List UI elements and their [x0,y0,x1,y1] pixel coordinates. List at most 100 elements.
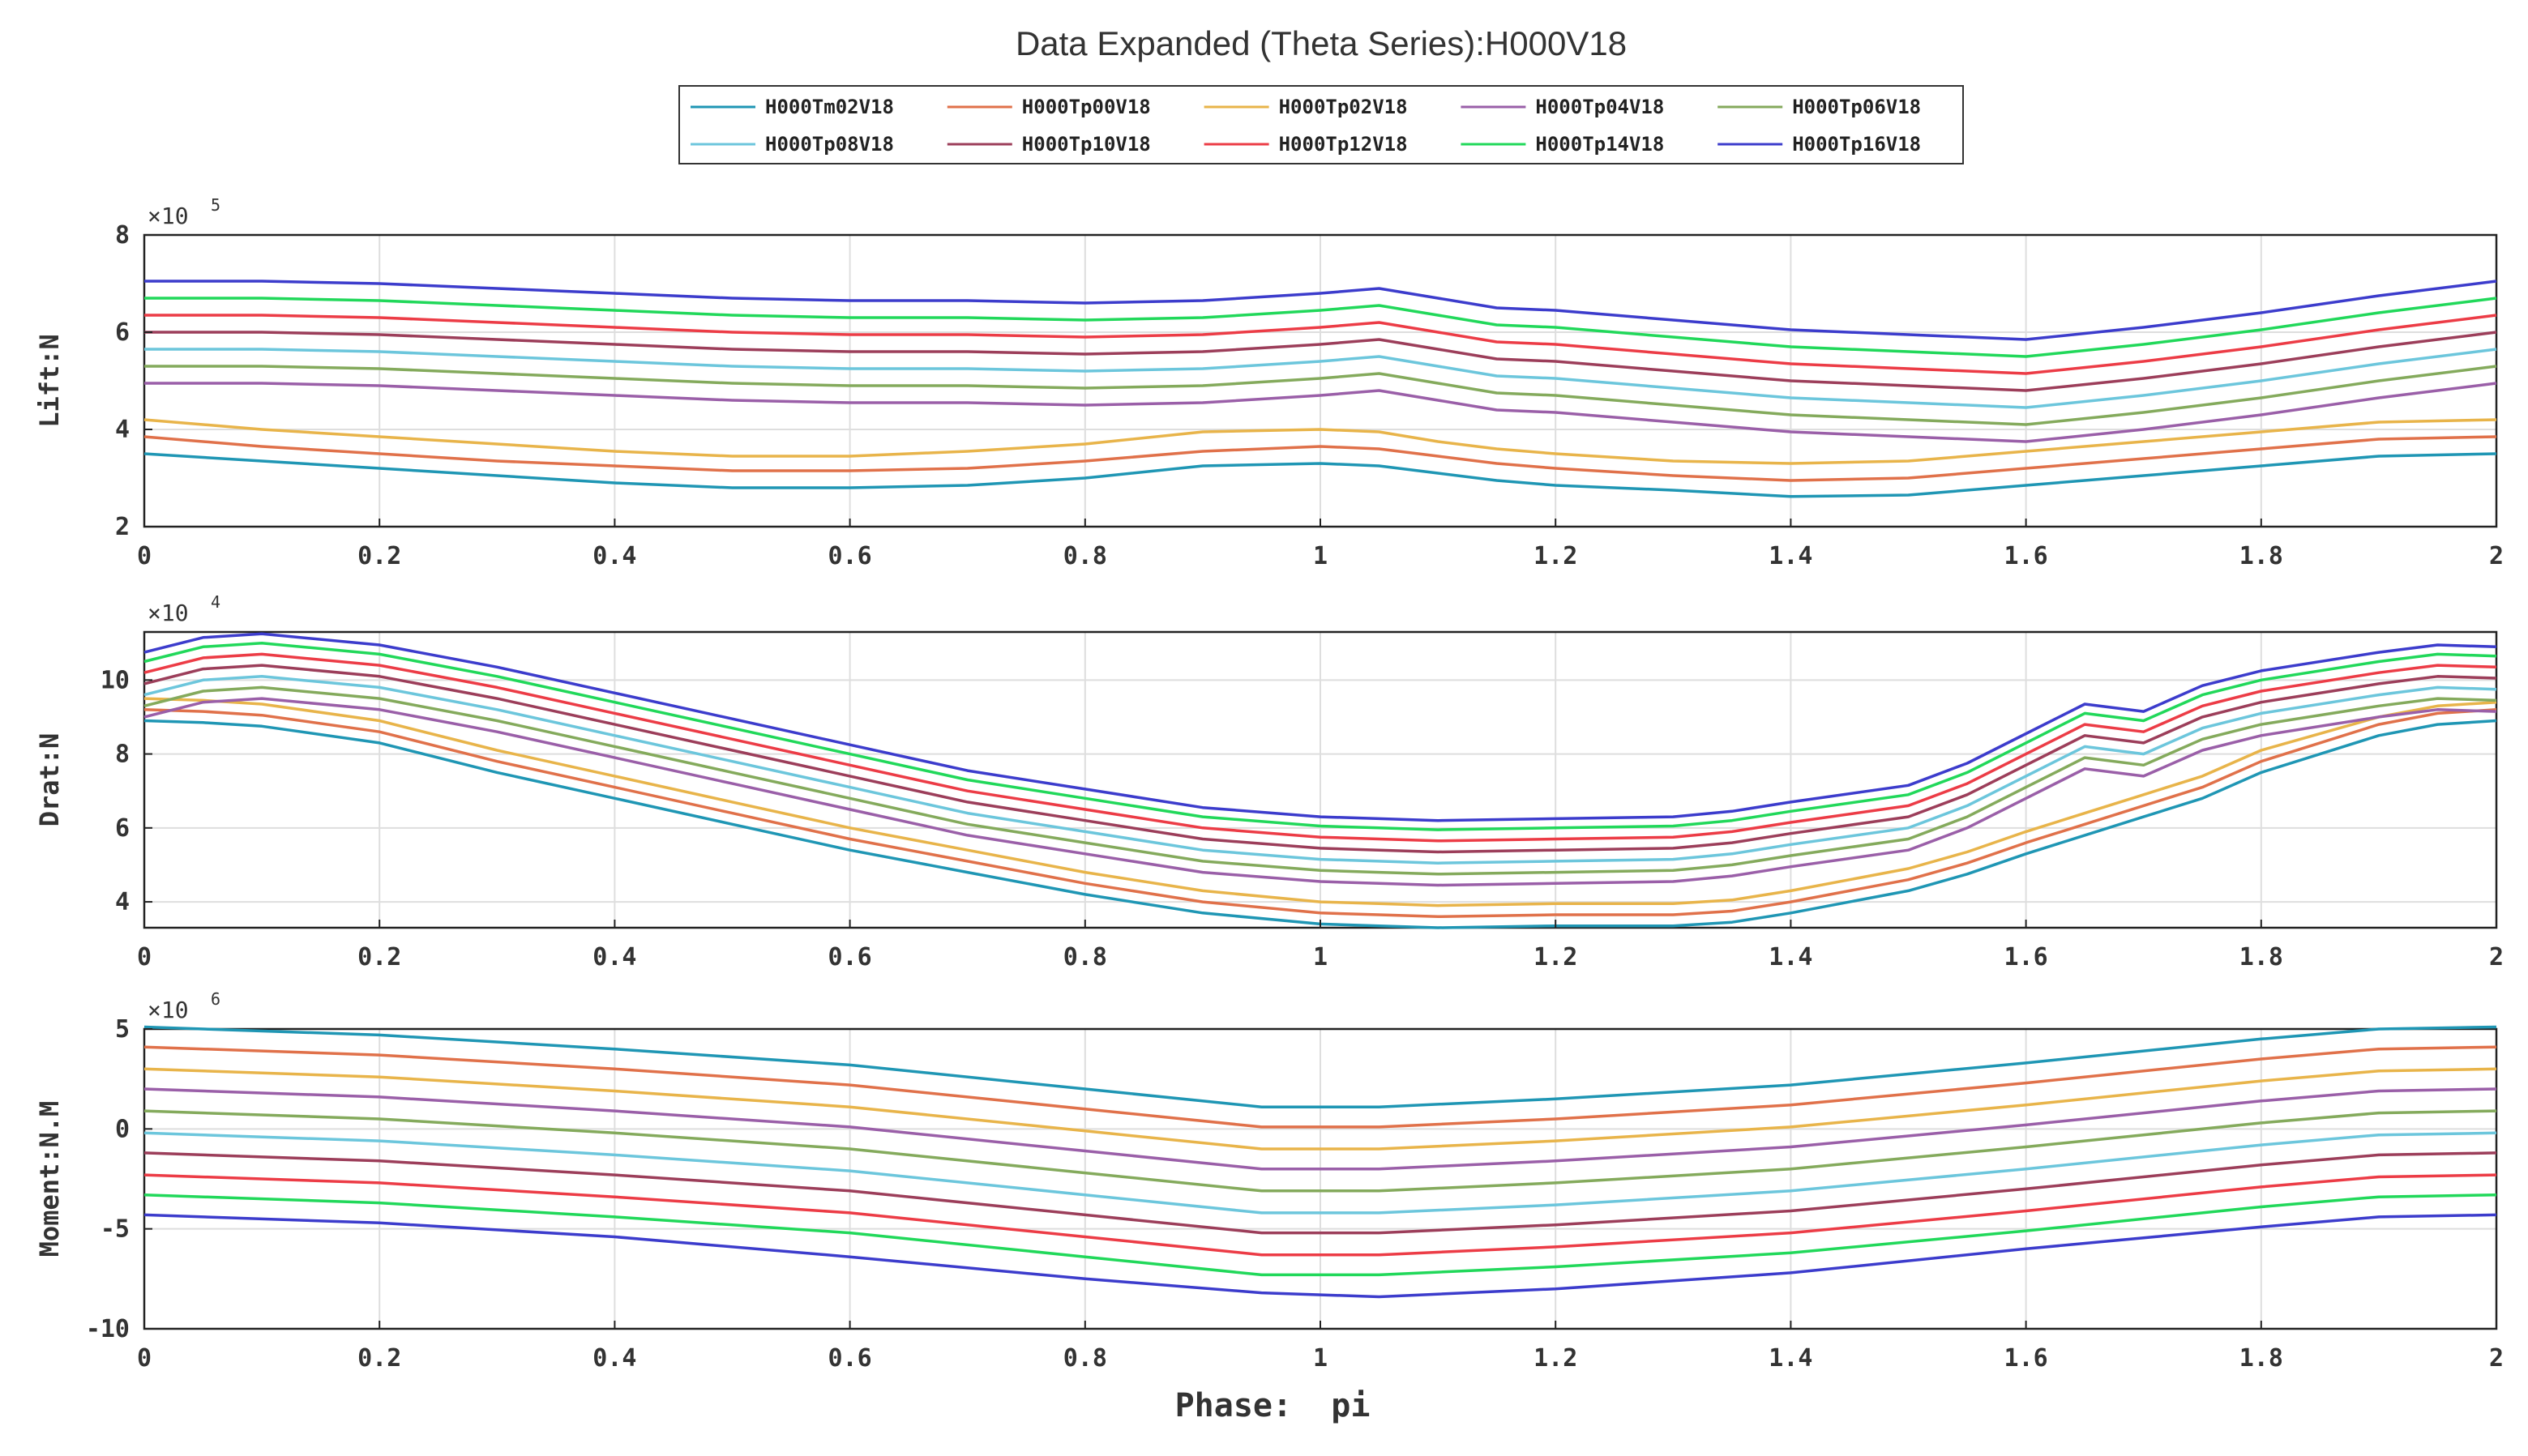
x-tick-label: 0.6 [828,943,872,971]
y-exponent-label: ×10 [148,203,189,229]
x-tick-label: 0.8 [1063,943,1107,971]
series-line-H000Tp04V18 [144,382,2497,443]
x-tick-label: 1.8 [2239,542,2283,570]
subplots: 0 0.2 0.4 0.6 0.8 1 1.2 1.4 1.6 1.8 2 2 4 6 8 ×10 5 Lift:… [34,195,2504,1373]
series-line-H000Tp04V18 [143,697,2497,887]
y-tick-label: 4 [115,888,130,916]
y-tick-label: 6 [115,318,130,347]
series-line-H000Tp00V18 [143,1045,2497,1129]
x-tick-label: 0.2 [357,943,401,971]
x-tick-label: 1.8 [2239,1344,2283,1373]
subplot-2: 0 0.2 0.4 0.6 0.8 1 1.2 1.4 1.6 1.8 2 4 6 8 10 ×10 4 Drat… [34,592,2504,971]
legend-entry: H000Tp06V18 [1792,96,1921,118]
y-exponent-power: 4 [211,592,220,612]
series-line-H000Tp14V18 [143,1193,2497,1277]
legend-entry: H000Tp14V18 [1535,133,1664,156]
x-tick-label: 1.2 [1533,943,1577,971]
series-line-H000Tp16V18 [143,632,2497,822]
subplot-1: 0 0.2 0.4 0.6 0.8 1 1.2 1.4 1.6 1.8 2 2 4 6 8 ×10 5 Lift:… [34,195,2504,570]
legend-entry: H000Tp16V18 [1792,133,1921,156]
series-line-H000Tp16V18 [143,1213,2497,1299]
x-tick-label: 0 [137,943,152,971]
x-tick-label: 1 [1313,943,1328,971]
x-tick-label: 1.6 [2004,542,2048,570]
x-tick-label: 0.4 [592,943,636,971]
series-line-H000Tp08V18 [143,1131,2497,1215]
x-tick-label: 0.6 [828,542,872,570]
legend-entry: H000Tp02V18 [1279,96,1408,118]
series-line-H000Tp08V18 [143,675,2497,865]
chart-title: Data Expanded (Theta Series):H000V18 [1016,24,1627,62]
subplot-3: 0 0.2 0.4 0.6 0.8 1 1.2 1.4 1.6 1.8 2 -10 -5 0 5 ×10 6 Mo… [34,989,2504,1373]
series-line-H000Tp00V18 [143,435,2497,482]
series-line-H000Tp06V18 [144,365,2497,426]
x-tick-label: 1.6 [2004,943,2048,971]
x-tick-label: 0.8 [1063,542,1107,570]
series-line-H000Tp10V18 [144,331,2497,392]
y-tick-label: 8 [115,221,130,250]
x-axis-label: Phase: pi [1175,1387,1371,1424]
x-tick-label: 1.4 [1769,542,1812,570]
legend-entry: H000Tp08V18 [765,133,894,156]
y-tick-label: 6 [115,814,130,843]
series-line-H000Tp14V18 [143,641,2497,831]
y-tick-label: 4 [115,416,130,444]
series-line-H000Tp06V18 [143,1109,2497,1193]
series-line-H000Tp00V18 [143,708,2497,919]
x-tick-label: 0.2 [357,1344,401,1373]
legend-entry: H000Tm02V18 [765,96,894,118]
x-tick-label: 1.4 [1769,943,1812,971]
series-line-H000Tp10V18 [143,664,2497,854]
series-line-H000Tp06V18 [143,685,2497,876]
y-axis-label: Drat:N [34,733,65,827]
legend-entry: H000Tp04V18 [1535,96,1664,118]
x-tick-label: 1 [1313,542,1328,570]
y-tick-label: 8 [115,741,130,769]
legend-box [678,85,1964,164]
series-line-H000Tp02V18 [143,418,2497,465]
series-line-H000Tp16V18 [144,280,2497,341]
series-line-H000Tm02V18 [143,1025,2497,1108]
series-line-H000Tp08V18 [144,348,2497,409]
series-line-H000Tp14V18 [144,297,2497,358]
y-tick-label: 5 [115,1015,130,1044]
legend-entry: H000Tp00V18 [1022,96,1151,118]
x-tick-label: 0.8 [1063,1344,1107,1373]
x-tick-label: 0.6 [828,1344,872,1373]
x-tick-label: 1.4 [1769,1344,1812,1373]
y-tick-label: -5 [101,1215,130,1244]
x-tick-label: 2 [2489,542,2504,570]
y-axis-label: Lift:N [34,334,65,428]
y-exponent-label: ×10 [148,997,189,1023]
x-tick-label: 0 [137,542,152,570]
series-line-H000Tm02V18 [143,452,2497,498]
x-tick-label: 1.2 [1533,1344,1577,1373]
series-line-H000Tp12V18 [143,652,2497,843]
legend-entry: H000Tp10V18 [1022,133,1151,156]
y-tick-label: -10 [86,1315,130,1343]
x-tick-label: 2 [2489,943,2504,971]
y-exponent-power: 6 [211,989,220,1009]
series-line-H000Tp02V18 [143,697,2497,907]
y-axis-label: Moment:N.M [34,1101,65,1257]
legend-entry: H000Tp12V18 [1279,133,1408,156]
series-line-H000Tm02V18 [143,719,2497,929]
series-line-H000Tp12V18 [144,314,2497,375]
y-tick-label: 10 [101,666,130,694]
x-tick-label: 2 [2489,1344,2504,1373]
x-tick-label: 1 [1313,1344,1328,1373]
series-line-H000Tp12V18 [143,1173,2497,1257]
y-tick-label: 0 [115,1115,130,1143]
x-tick-label: 0.4 [592,1344,636,1373]
series-line-H000Tp10V18 [143,1151,2497,1235]
y-tick-label: 2 [115,513,130,541]
y-exponent-power: 5 [211,195,220,215]
y-exponent-label: ×10 [148,600,189,626]
legend: H000Tm02V18 H000Tp00V18 H000Tp02V18 H000Tp0… [678,85,1964,164]
x-tick-label: 0.4 [592,542,636,570]
series-line-H000Tp04V18 [143,1087,2497,1171]
x-tick-label: 1.8 [2239,943,2283,971]
x-tick-label: 1.2 [1533,542,1577,570]
